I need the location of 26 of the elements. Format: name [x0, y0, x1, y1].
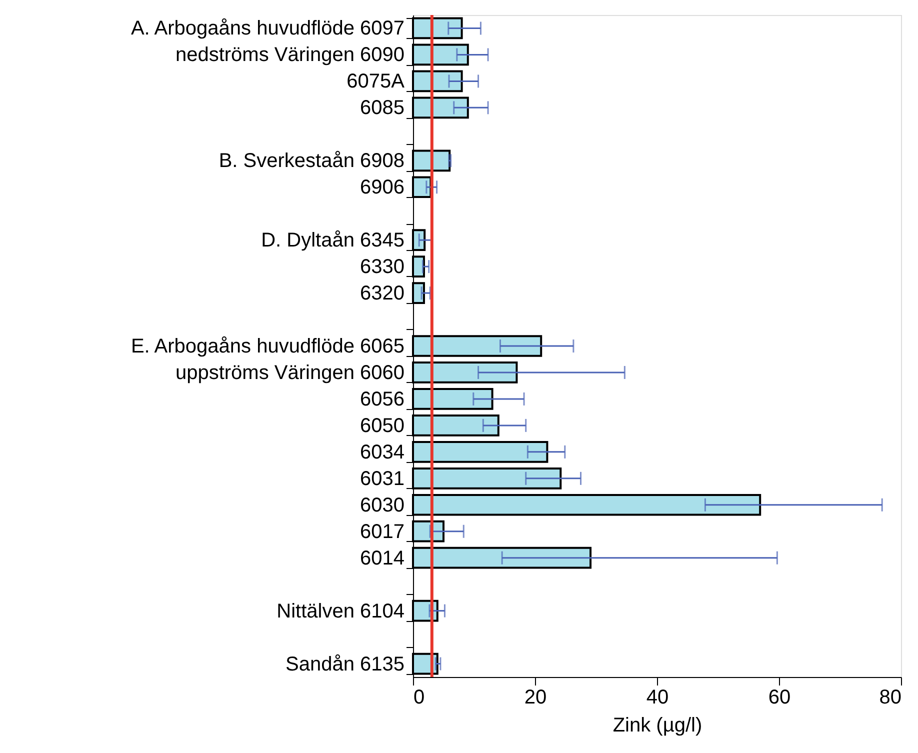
y-tick-label: 6050	[360, 414, 404, 437]
x-tick-label: 60	[768, 686, 791, 708]
y-tick-label: 6075A	[346, 70, 406, 93]
y-tick-label: E. Arbogaåns huvudflöde 6065	[130, 336, 404, 358]
y-tick-label: B. Sverkestaån 6908	[218, 150, 404, 172]
y-tick-label: 6031	[360, 468, 404, 490]
x-tick-label: 80	[879, 686, 902, 708]
y-tick-label: D. Dyltaån 6345	[261, 230, 404, 252]
y-tick-label: nedströms Väringen 6090	[175, 44, 404, 66]
y-tick-label: 6320	[360, 282, 404, 305]
y-tick-label: 6330	[360, 256, 404, 278]
y-tick-label: Sandån 6135	[285, 653, 404, 676]
y-tick-label: 6014	[360, 547, 404, 570]
y-tick-label: 6017	[360, 520, 404, 543]
y-tick-label: A. Arbogaåns huvudflöde 6097	[130, 18, 404, 40]
x-tick-label: 20	[524, 686, 547, 708]
y-tick-label: 6030	[360, 494, 404, 516]
y-tick-label: 6034	[360, 441, 404, 464]
x-tick-label: 0	[414, 686, 425, 708]
x-tick-label: 40	[646, 686, 669, 708]
y-tick-label: Nittälven 6104	[276, 600, 404, 622]
y-tick-label: 6085	[360, 97, 404, 120]
y-tick-label: uppströms Väringen 6060	[175, 362, 404, 384]
y-tick-label: 6906	[360, 176, 404, 199]
y-tick-label: 6056	[360, 388, 404, 410]
x-axis-title: Zink (µg/l)	[612, 714, 702, 736]
